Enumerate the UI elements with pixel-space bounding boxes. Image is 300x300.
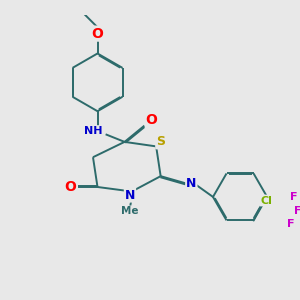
Text: N: N <box>125 189 135 202</box>
Text: Me: Me <box>121 206 139 216</box>
Text: F: F <box>287 219 294 229</box>
Text: O: O <box>92 27 104 40</box>
Text: S: S <box>156 135 165 148</box>
Text: NH: NH <box>84 126 102 136</box>
Text: Cl: Cl <box>260 196 272 206</box>
Text: O: O <box>146 113 158 127</box>
Text: O: O <box>64 180 76 194</box>
Text: F: F <box>294 206 300 216</box>
Text: F: F <box>290 192 298 202</box>
Text: N: N <box>186 177 196 190</box>
